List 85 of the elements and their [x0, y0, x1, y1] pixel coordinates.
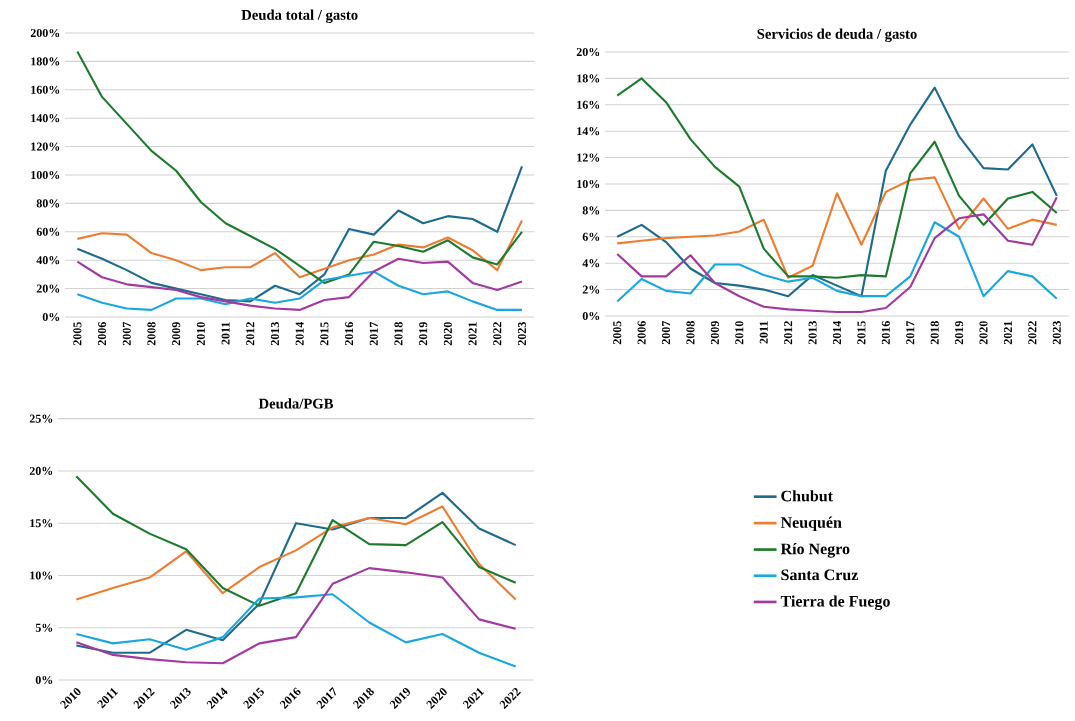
- x-tick-label: 2013: [808, 321, 817, 345]
- y-tick-label: 14%: [577, 127, 600, 136]
- y-tick-label: 10%: [30, 571, 53, 580]
- x-tick-label: 2018: [394, 322, 403, 346]
- y-tick-label: 18%: [577, 74, 600, 83]
- y-tick-label: 20%: [36, 284, 60, 293]
- y-tick-label: 10%: [577, 179, 600, 189]
- x-tick-label: 2021: [468, 322, 477, 346]
- y-tick-label: 200%: [30, 28, 60, 38]
- y-tick-label: 12%: [577, 153, 600, 162]
- x-tick-label: 2009: [172, 322, 181, 346]
- y-tick-label: 20%: [576, 47, 600, 57]
- y-tick-label: 5%: [35, 623, 53, 632]
- chart-title: Servicios de deuda / gasto: [757, 28, 917, 42]
- x-tick-label: 2019: [419, 322, 428, 346]
- y-tick-label: 0%: [42, 312, 60, 322]
- x-tick-label: 2005: [613, 321, 622, 345]
- x-tick-label: 2015: [857, 321, 866, 345]
- x-tick-label: 2019: [955, 321, 964, 345]
- x-tick-label: 2023: [517, 322, 527, 346]
- x-tick-label: 2008: [147, 322, 156, 346]
- x-tick-label: 2017: [906, 320, 915, 345]
- y-tick-label: 15%: [30, 519, 53, 528]
- line-series: [75, 593, 517, 668]
- y-tick-label: 100%: [31, 170, 60, 180]
- x-tick-label: 2008: [686, 321, 695, 345]
- x-tick-label: 2006: [98, 322, 107, 346]
- line-series: [75, 567, 517, 665]
- y-tick-label: 40%: [36, 256, 60, 265]
- y-tick-label: 0%: [582, 311, 600, 321]
- y-tick-label: 0%: [35, 675, 53, 685]
- x-tick-label: 2022: [493, 322, 502, 346]
- y-tick-label: 80%: [36, 199, 60, 208]
- x-tick-label: 2014: [832, 320, 842, 345]
- x-tick-label: 2020: [443, 322, 452, 346]
- y-tick-label: 20%: [29, 466, 53, 475]
- y-tick-label: 25%: [29, 414, 53, 423]
- x-tick-label: 2007: [662, 320, 671, 345]
- x-tick-label: 2010: [196, 322, 205, 346]
- x-tick-label: 2013: [270, 322, 280, 346]
- y-tick-label: 120%: [31, 142, 60, 151]
- legend-label: Chubut: [781, 490, 833, 502]
- x-tick-label: 2016: [881, 321, 890, 345]
- y-tick-label: 180%: [31, 57, 60, 66]
- x-tick-label: 2011: [759, 321, 768, 344]
- line-series: [76, 165, 524, 303]
- x-tick-label: 2005: [73, 322, 82, 346]
- x-tick-label: 2007: [122, 321, 131, 346]
- y-tick-label: 8%: [582, 206, 600, 215]
- legend-label: Tierra de Fuego: [780, 595, 890, 611]
- x-tick-label: 2012: [784, 321, 793, 345]
- x-tick-label: 2016: [345, 322, 354, 346]
- y-tick-label: 6%: [582, 232, 600, 241]
- line-series: [616, 176, 1058, 279]
- x-tick-label: 2017: [369, 321, 378, 346]
- legend-label: Río Negro: [780, 543, 850, 558]
- x-tick-label: 2015: [320, 322, 329, 346]
- x-tick-label: 2009: [710, 321, 719, 345]
- x-tick-label: 2020: [979, 321, 988, 345]
- y-tick-label: 160%: [31, 85, 60, 94]
- x-tick-label: 2006: [637, 321, 646, 345]
- x-tick-label: 2022: [1028, 321, 1037, 345]
- chart-title: Deuda/PGB: [258, 398, 334, 409]
- x-tick-label: 2021: [1003, 321, 1012, 345]
- line-series: [616, 196, 1058, 314]
- x-tick-label: 2010: [735, 321, 744, 345]
- line-series: [616, 221, 1058, 303]
- y-tick-label: 16%: [577, 100, 600, 109]
- line-series: [75, 475, 517, 607]
- x-tick-label: 2014: [295, 321, 304, 346]
- y-tick-label: 60%: [36, 227, 60, 236]
- x-tick-label: 2011: [221, 322, 230, 345]
- line-series: [76, 270, 524, 311]
- y-tick-label: 4%: [582, 259, 600, 268]
- line-series: [75, 491, 517, 654]
- y-tick-label: 2%: [582, 285, 600, 294]
- legend-label: Neuquén: [780, 516, 842, 532]
- line-series: [75, 505, 517, 601]
- chart-title: Deuda total / gasto: [241, 9, 358, 23]
- y-tick-label: 140%: [31, 114, 60, 123]
- x-tick-label: 2023: [1052, 321, 1061, 345]
- x-tick-label: 2018: [930, 321, 939, 345]
- line-series: [76, 219, 524, 279]
- x-tick-label: 2012: [246, 322, 255, 346]
- legend-label: Santa Cruz: [781, 569, 858, 581]
